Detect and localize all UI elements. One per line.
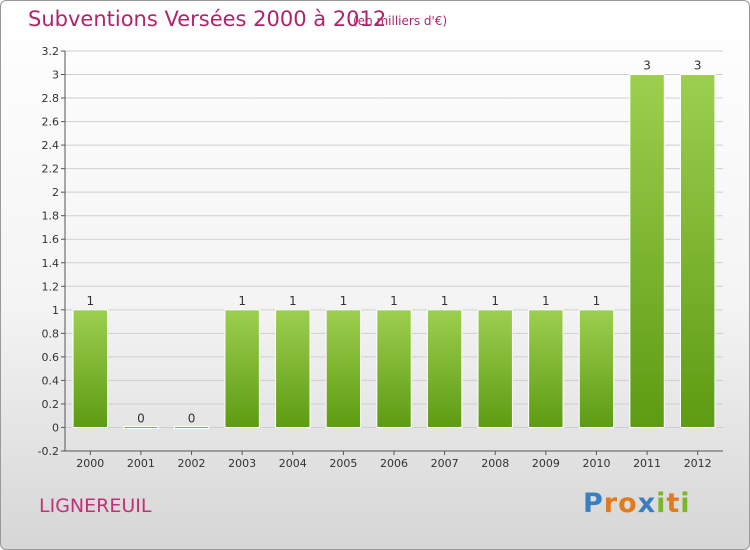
bar bbox=[528, 309, 564, 428]
x-tick-label: 2009 bbox=[532, 457, 560, 470]
y-tick-label: 2.4 bbox=[42, 139, 60, 152]
bar-value-label: 1 bbox=[542, 294, 550, 308]
y-tick-label: 0.6 bbox=[42, 351, 60, 364]
logo-letter: P bbox=[583, 488, 604, 519]
bar bbox=[275, 309, 311, 428]
logo-letter: t bbox=[666, 488, 681, 519]
logo-letter: o bbox=[618, 488, 638, 519]
bar bbox=[578, 309, 615, 428]
logo-letter: r bbox=[603, 488, 619, 519]
x-tick-label: 2008 bbox=[481, 457, 509, 470]
y-tick-label: 0 bbox=[52, 421, 59, 434]
x-tick-label: 2011 bbox=[633, 457, 661, 470]
bar-value-label: 1 bbox=[86, 294, 94, 308]
bar-value-label: 3 bbox=[643, 59, 651, 73]
bar bbox=[72, 309, 109, 428]
bar-value-label: 1 bbox=[238, 294, 246, 308]
x-tick-label: 2003 bbox=[228, 457, 256, 470]
bar-value-label: 1 bbox=[390, 294, 398, 308]
bar bbox=[376, 309, 412, 428]
chart-subtitle: (en milliers d'€) bbox=[353, 14, 448, 28]
x-tick-label: 2007 bbox=[431, 457, 459, 470]
bar-value-label: 3 bbox=[694, 59, 702, 73]
y-tick-label: 2.2 bbox=[42, 163, 60, 176]
y-tick-label: 0.8 bbox=[42, 327, 60, 340]
bar-value-label: 1 bbox=[491, 294, 499, 308]
y-tick-label: 1.2 bbox=[42, 280, 60, 293]
bar-value-label: 1 bbox=[441, 294, 449, 308]
bar-value-label: 0 bbox=[137, 411, 145, 425]
logo-letter: i bbox=[680, 488, 691, 519]
x-tick-label: 2006 bbox=[380, 457, 408, 470]
bar-value-label: 1 bbox=[593, 294, 601, 308]
x-tick-label: 2010 bbox=[582, 457, 610, 470]
logo-letter: x bbox=[637, 488, 657, 519]
x-tick-label: 2004 bbox=[279, 457, 307, 470]
y-tick-label: 3.2 bbox=[42, 45, 60, 58]
logo-letter: i bbox=[656, 488, 667, 519]
bar-value-label: 0 bbox=[188, 411, 196, 425]
x-tick-label: 2000 bbox=[76, 457, 104, 470]
y-tick-label: 1 bbox=[52, 304, 59, 317]
bar bbox=[325, 309, 362, 428]
y-tick-label: 2.6 bbox=[42, 116, 60, 129]
bar bbox=[679, 74, 716, 428]
x-tick-label: 2002 bbox=[178, 457, 206, 470]
proxiti-logo[interactable]: Proxiti bbox=[583, 488, 691, 519]
bar bbox=[629, 74, 665, 428]
x-tick-label: 2012 bbox=[684, 457, 712, 470]
y-tick-label: 0.4 bbox=[42, 374, 60, 387]
y-tick-label: 0.2 bbox=[42, 398, 60, 411]
bar-value-label: 1 bbox=[340, 294, 348, 308]
y-tick-label: 3 bbox=[52, 69, 59, 82]
y-tick-label: 1.6 bbox=[42, 233, 60, 246]
bar bbox=[477, 309, 513, 428]
bar bbox=[426, 309, 463, 428]
bar bbox=[123, 425, 159, 429]
y-tick-label: 2.8 bbox=[42, 92, 60, 105]
x-tick-label: 2005 bbox=[329, 457, 357, 470]
y-tick-label: 1.8 bbox=[42, 210, 60, 223]
y-tick-label: -0.2 bbox=[38, 445, 59, 458]
bar-value-label: 1 bbox=[289, 294, 297, 308]
chart-title: Subventions Versées 2000 à 2012 bbox=[28, 7, 387, 31]
place-name: LIGNEREUIL bbox=[39, 495, 152, 517]
y-tick-label: 1.4 bbox=[42, 257, 60, 270]
bar bbox=[224, 309, 260, 428]
y-tick-label: 2 bbox=[52, 186, 59, 199]
x-tick-label: 2001 bbox=[127, 457, 155, 470]
bar bbox=[173, 425, 210, 429]
